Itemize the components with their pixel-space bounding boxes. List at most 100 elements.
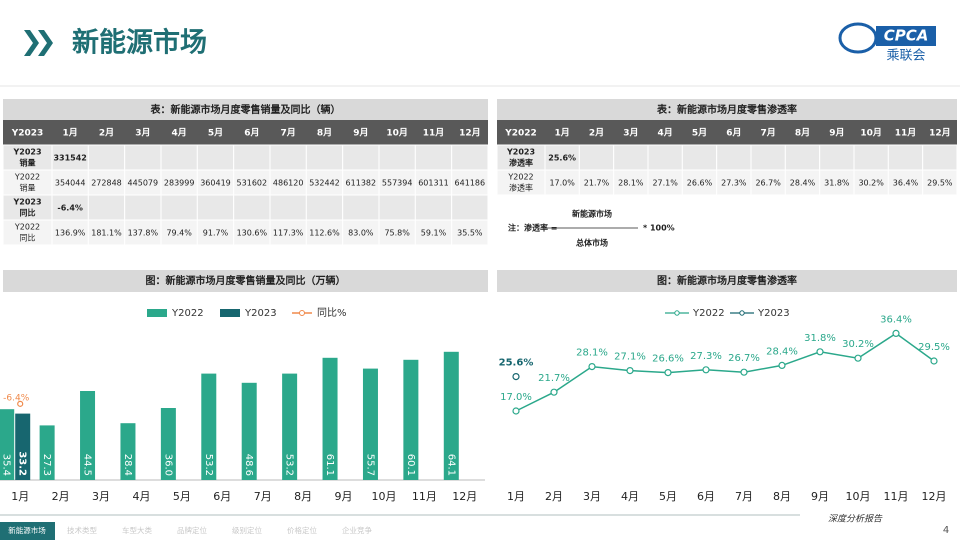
- table-cell: [378, 144, 416, 171]
- table-cell: [414, 144, 453, 171]
- table-cell: [647, 144, 683, 171]
- table-title-bar: [3, 99, 488, 120]
- column-header: 9月: [353, 128, 368, 139]
- table-cell: [269, 219, 307, 246]
- table-value: 26.6%: [687, 179, 713, 188]
- footer-tab: 新能源市场: [8, 525, 46, 535]
- table-cell: [647, 169, 683, 196]
- line-point: [854, 354, 862, 362]
- page-number: 4: [943, 525, 949, 536]
- table-cell: [378, 219, 416, 246]
- x-tick-label: 1月: [507, 490, 525, 503]
- table-cell: [681, 169, 718, 196]
- table-value: 445079: [128, 179, 159, 188]
- bar: [39, 425, 55, 480]
- table-cell: [716, 144, 752, 171]
- table-cell: [378, 169, 416, 196]
- footer-tab: 价格定位: [287, 525, 317, 535]
- table-value: 112.6%: [309, 229, 340, 238]
- data-label: 28.1%: [576, 348, 608, 359]
- x-tick-label: 4月: [621, 490, 639, 503]
- table-cell: [414, 194, 453, 221]
- data-label: 27.3: [41, 454, 52, 476]
- table-cell: [124, 219, 162, 246]
- table-value: 360419: [200, 179, 231, 188]
- logo-text: CPCA: [884, 27, 929, 45]
- data-label: 31.8%: [804, 333, 836, 344]
- table-value: 331542: [53, 154, 86, 163]
- data-label: 28.4: [122, 454, 133, 476]
- table-cell: [414, 219, 453, 246]
- table-cell: [51, 219, 89, 246]
- table-title: 表：新能源市场月度零售销量及同比（辆）: [150, 103, 341, 116]
- bar: [0, 409, 15, 480]
- row-label: 同比: [20, 208, 36, 218]
- data-label: 21.7%: [538, 373, 570, 384]
- page-title: 新能源市场: [72, 27, 207, 59]
- data-label: 64.1: [445, 454, 456, 476]
- table-value: 30.2%: [858, 179, 884, 188]
- bar: [241, 382, 257, 480]
- note-suffix: * 100%: [643, 224, 675, 233]
- column-header: 3月: [623, 128, 638, 139]
- x-tick-label: 8月: [294, 490, 312, 503]
- chart-title: 图：新能源市场月度零售渗透率: [657, 274, 797, 287]
- table-value: 136.9%: [55, 229, 86, 238]
- column-header: 7月: [761, 128, 776, 139]
- table-value: 79.4%: [166, 229, 192, 238]
- table-value: 272848: [91, 179, 122, 188]
- table-value: 21.7%: [584, 179, 610, 188]
- table-value: 137.8%: [128, 229, 159, 238]
- table-value: 611382: [346, 179, 377, 188]
- table-cell: [716, 169, 752, 196]
- column-header: 12月: [929, 128, 951, 139]
- line-point: [740, 368, 748, 376]
- column-header: Y2022: [504, 129, 537, 139]
- column-header: 2月: [99, 128, 114, 139]
- data-label: 44.5: [82, 454, 93, 476]
- column-header: 11月: [423, 128, 445, 139]
- data-label: -6.4%: [3, 393, 30, 403]
- footer-tab: 技术类型: [67, 525, 97, 535]
- column-header: 6月: [726, 128, 741, 139]
- table-value: 17.0%: [549, 179, 575, 188]
- table-cell: [196, 194, 235, 221]
- column-header: Y2023: [11, 129, 44, 139]
- table-value: 28.4%: [790, 179, 816, 188]
- table-cell: [853, 144, 889, 171]
- logo-box: [876, 26, 936, 46]
- table-title-bar: [497, 99, 957, 120]
- column-header: 1月: [63, 128, 78, 139]
- table-cell: [269, 169, 307, 196]
- table-cell: [269, 144, 307, 171]
- footer-tab: 级别定位: [232, 525, 262, 535]
- column-header: 7月: [281, 128, 296, 139]
- row-label: 同比: [20, 233, 36, 243]
- data-label: 53.2: [284, 454, 295, 476]
- table-cell: [196, 169, 235, 196]
- table-value: 27.1%: [652, 179, 678, 188]
- table-cell: [196, 219, 235, 246]
- chart-title-bar: [497, 270, 957, 292]
- row-label: 渗透率: [509, 183, 533, 193]
- table-cell: [305, 169, 344, 196]
- table-cell: [160, 144, 198, 171]
- footer-tab: 车型大类: [122, 525, 152, 535]
- line-point: [512, 373, 520, 381]
- column-header: 5月: [692, 128, 707, 139]
- column-header: 3月: [135, 128, 150, 139]
- bar: [322, 357, 338, 480]
- data-label: 35.4: [1, 454, 12, 476]
- table-cell: [305, 194, 344, 221]
- row-label: Y2022: [14, 223, 40, 232]
- row-label: 销量: [20, 158, 36, 168]
- bar: [201, 373, 217, 480]
- footer-tab: 品牌定位: [177, 525, 207, 535]
- column-header: 4月: [172, 128, 187, 139]
- data-label: 36.4%: [880, 314, 912, 325]
- row-label: 销量: [20, 183, 36, 193]
- table-cell: [819, 144, 855, 171]
- footer-tab-active: [0, 522, 55, 540]
- x-tick-label: 9月: [335, 490, 353, 503]
